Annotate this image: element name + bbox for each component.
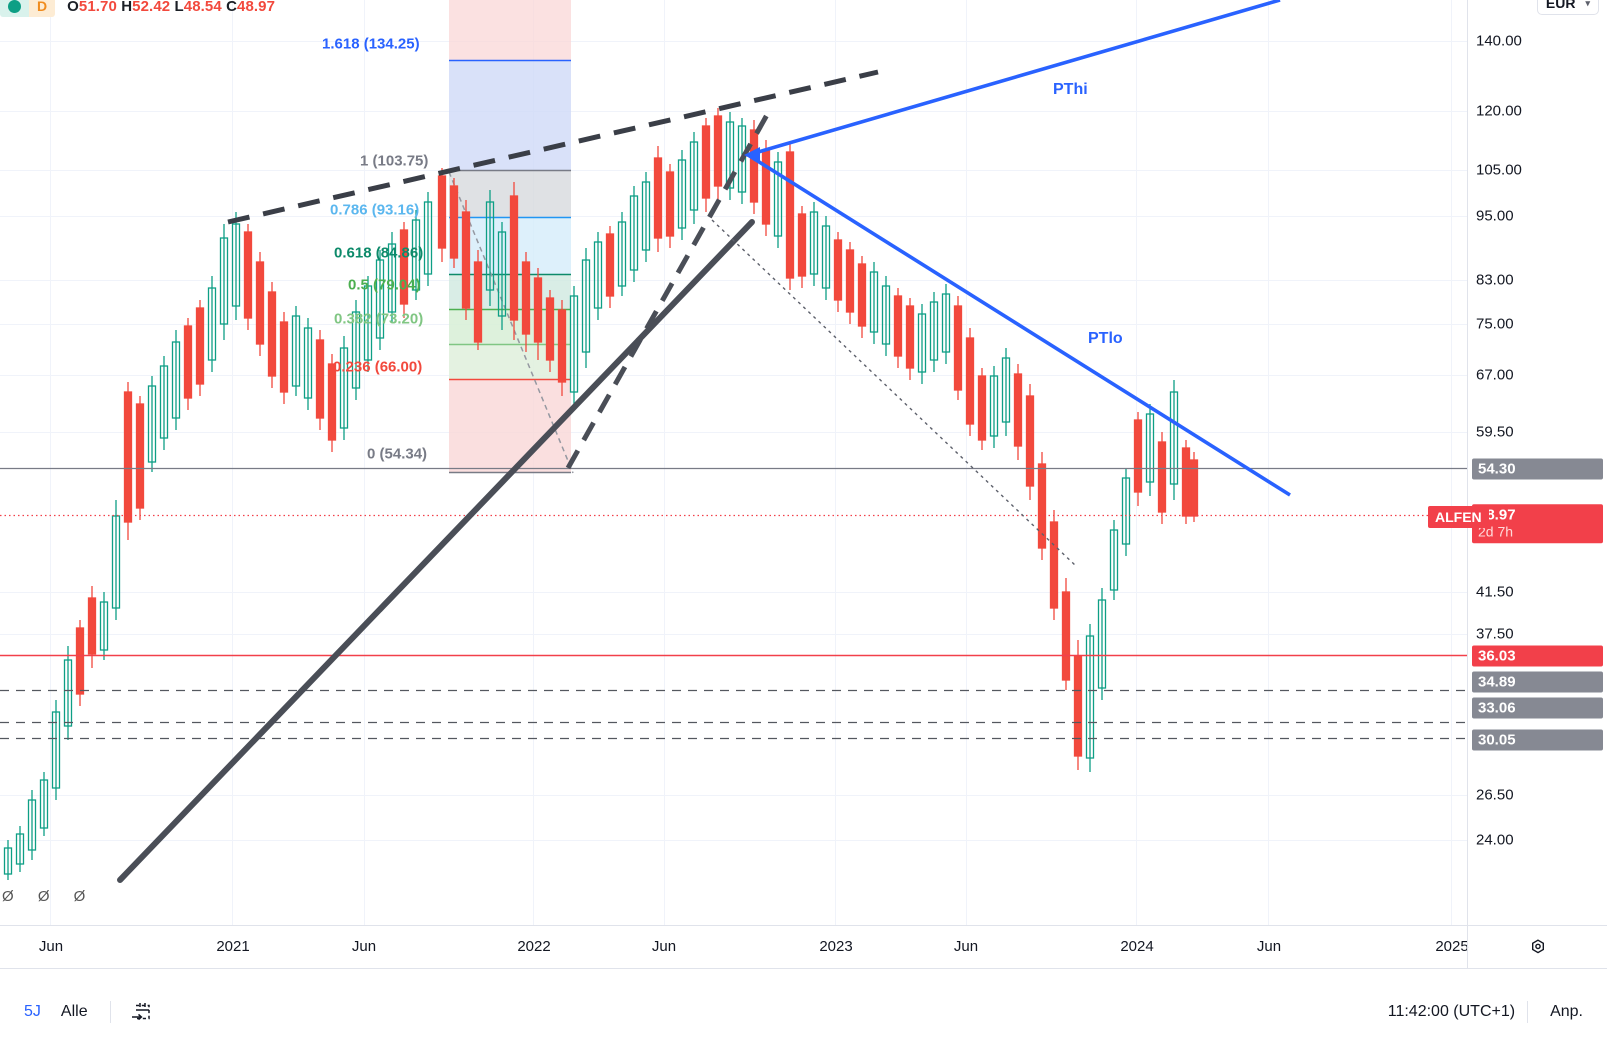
black-dashed-resistance bbox=[227, 69, 879, 225]
range-button-all[interactable]: Alle bbox=[60, 1002, 88, 1020]
pthi-trendline bbox=[747, 0, 1281, 157]
chart-canvas bbox=[0, 0, 1467, 925]
price-tick: 83.00 bbox=[1476, 271, 1514, 289]
price-badge-30-05: 30.05 bbox=[1472, 729, 1603, 751]
timezone-settings-button[interactable] bbox=[1467, 926, 1607, 968]
time-tick: 2024 bbox=[1120, 938, 1154, 955]
low-label: L bbox=[174, 0, 184, 15]
fib-label-0[interactable]: 0 (54.34) bbox=[367, 445, 428, 463]
price-tick: 59.50 bbox=[1476, 423, 1514, 441]
open-label: O bbox=[67, 0, 79, 15]
adjust-button[interactable]: Anp. bbox=[1550, 1002, 1583, 1020]
footer-divider bbox=[1527, 1000, 1529, 1023]
price-badge-33-06: 33.06 bbox=[1472, 697, 1603, 719]
price-tick: 105.00 bbox=[1476, 161, 1522, 179]
price-tick: 67.00 bbox=[1476, 366, 1514, 384]
time-tick: 2025 bbox=[1435, 938, 1469, 955]
high-value: 52.42 bbox=[132, 0, 171, 15]
fib-label-1618[interactable]: 1.618 (134.25) bbox=[322, 35, 420, 53]
gear-icon bbox=[1531, 939, 1544, 954]
fib-label-0618[interactable]: 0.618 (84.86) bbox=[334, 244, 424, 262]
price-tick: 120.00 bbox=[1476, 102, 1522, 120]
close-value: 48.97 bbox=[237, 0, 276, 15]
chart-legend[interactable]: D O51.70 H52.42 L48.54 C48.97 bbox=[0, 0, 275, 17]
horizontal-reference-lines bbox=[0, 467, 1467, 740]
fib-label-1[interactable]: 1 (103.75) bbox=[360, 152, 429, 170]
price-tick: 95.00 bbox=[1476, 207, 1514, 225]
timeframe-badge[interactable]: D bbox=[29, 0, 56, 17]
symbol-circle-icon bbox=[8, 0, 21, 13]
time-tick: 2023 bbox=[819, 938, 853, 955]
time-axis[interactable]: Jun 2021 Jun 2022 Jun 2023 Jun 2024 Jun … bbox=[0, 925, 1607, 968]
range-button-5y[interactable]: 5J bbox=[24, 1002, 41, 1020]
currency-value: EUR bbox=[1545, 0, 1576, 11]
ptlo-trendline bbox=[747, 153, 1291, 497]
fibonacci-retracement bbox=[448, 0, 574, 474]
time-tick: Jun bbox=[1256, 938, 1282, 955]
volume-row: Ø Ø Ø bbox=[2, 888, 96, 905]
goto-date-button[interactable] bbox=[123, 995, 161, 1029]
price-badge-36-03: 36.03 bbox=[1472, 645, 1603, 667]
time-tick: 2021 bbox=[216, 938, 250, 955]
time-tick: 2022 bbox=[517, 938, 551, 955]
fib-label-0236[interactable]: 0.236 (66.00) bbox=[333, 358, 423, 376]
price-tick: 41.50 bbox=[1476, 583, 1514, 601]
time-tick: Jun bbox=[953, 938, 979, 955]
last-price-badge: 48.97 2d 7h bbox=[1472, 504, 1603, 544]
clock-readout[interactable]: 11:42:00 (UTC+1) bbox=[1387, 1002, 1516, 1020]
time-tick: Jun bbox=[351, 938, 377, 955]
fib-label-0382[interactable]: 0.382 (73.20) bbox=[334, 310, 424, 328]
time-tick: Jun bbox=[651, 938, 677, 955]
calendar-goto-icon bbox=[131, 1002, 150, 1020]
drawn-trendlines bbox=[117, 0, 1291, 883]
price-tick: 75.00 bbox=[1476, 315, 1514, 333]
price-tick: 140.00 bbox=[1476, 32, 1522, 50]
low-value: 48.54 bbox=[183, 0, 222, 15]
symbol-price-tag: ALFEN bbox=[1428, 506, 1489, 528]
candlestick-series bbox=[3, 108, 1199, 880]
price-tick: 24.00 bbox=[1476, 831, 1514, 849]
price-badge-54-30: 54.30 bbox=[1472, 458, 1603, 480]
pivot-marker-icon bbox=[744, 147, 760, 163]
chart-footer-toolbar[interactable]: 5J Alle 11:42:00 (UTC+1) Anp. bbox=[0, 968, 1607, 1054]
ptlo-label[interactable]: PTlo bbox=[1088, 330, 1123, 347]
fib-label-0786[interactable]: 0.786 (93.16) bbox=[330, 201, 420, 219]
price-axis[interactable]: EUR ▾ 140.00 120.00 105.00 95.00 83.00 7… bbox=[1467, 0, 1607, 925]
open-value: 51.70 bbox=[78, 0, 117, 15]
grey-support-trendline bbox=[117, 219, 755, 883]
black-dashed-wedge bbox=[565, 104, 775, 470]
chart-plot-area[interactable]: 1.618 (134.25) 1 (103.75) 0.786 (93.16) … bbox=[0, 0, 1467, 925]
pthi-label[interactable]: PThi bbox=[1053, 81, 1088, 98]
footer-right-group: 11:42:00 (UTC+1) Anp. bbox=[1388, 997, 1593, 1027]
close-label: C bbox=[226, 0, 238, 15]
fib-label-05[interactable]: 0.5 (79.04) bbox=[348, 276, 421, 294]
currency-selector[interactable]: EUR ▾ bbox=[1536, 0, 1599, 15]
symbol-badge[interactable] bbox=[0, 0, 29, 17]
time-tick: Jun bbox=[38, 938, 64, 955]
chevron-down-icon: ▾ bbox=[1585, 0, 1590, 8]
high-label: H bbox=[121, 0, 133, 15]
ohlc-readout: O51.70 H52.42 L48.54 C48.97 bbox=[67, 0, 275, 15]
price-tick: 37.50 bbox=[1476, 625, 1514, 643]
toolbar-divider bbox=[109, 1000, 111, 1023]
price-tick: 26.50 bbox=[1476, 786, 1514, 804]
bar-countdown: 2d 7h bbox=[1478, 523, 1514, 540]
price-badge-34-89: 34.89 bbox=[1472, 671, 1603, 693]
